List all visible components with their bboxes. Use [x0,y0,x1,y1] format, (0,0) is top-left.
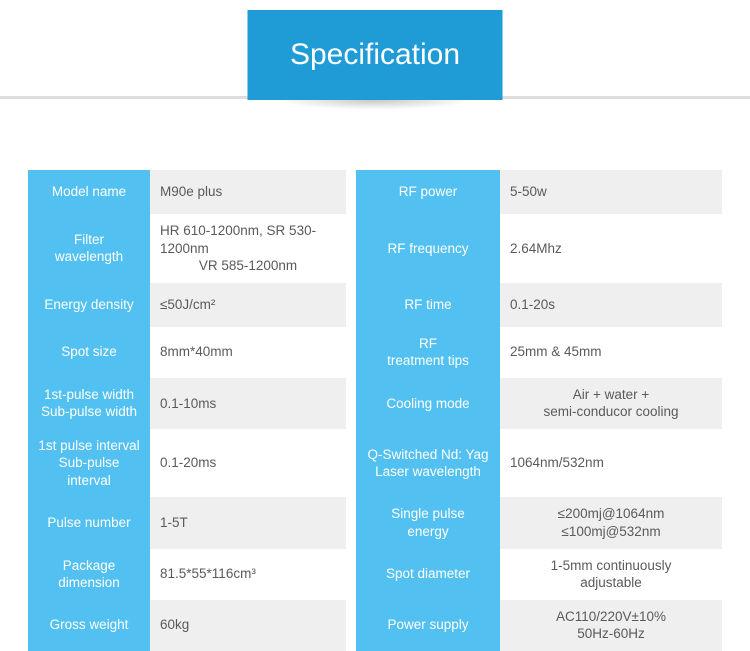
spec-label-right-4: Cooling mode [356,378,500,429]
spec-value-left-7: 81.5*55*116cm³ [150,549,346,600]
spec-value-right-3: 25mm & 45mm [500,327,722,378]
column-spacer [346,327,356,378]
spec-value-right-2: 0.1-20s [500,283,722,327]
spec-value-left-0: M90e plus [150,170,346,214]
page-title: Specification [290,38,460,72]
column-spacer [346,497,356,548]
spec-label-right-2: RF time [356,283,500,327]
column-spacer [346,549,356,600]
spec-value-right-0: 5-50w [500,170,722,214]
spec-value-left-2: ≤50J/cm² [150,283,346,327]
spec-label-left-7: Packagedimension [28,549,150,600]
spec-value-left-6: 1-5T [150,497,346,548]
spec-label-left-4: 1st-pulse widthSub-pulse width [28,378,150,429]
spec-value-left-5: 0.1-20ms [150,429,346,498]
column-spacer [346,429,356,498]
column-spacer [346,600,356,651]
header: Specification [0,0,750,140]
spec-label-left-1: Filterwavelength [28,214,150,283]
spec-label-left-5: 1st pulse intervalSub-pulse interval [28,429,150,498]
column-spacer [346,214,356,283]
spec-label-left-6: Pulse number [28,497,150,548]
spec-label-left-2: Energy density [28,283,150,327]
spec-value-right-1: 2.64Mhz [500,214,722,283]
page-title-tab: Specification [248,10,503,100]
spec-label-right-7: Spot diameter [356,549,500,600]
spec-value-right-5: 1064nm/532nm [500,429,722,498]
column-spacer [346,170,356,214]
spec-value-left-4: 0.1-10ms [150,378,346,429]
spec-label-left-0: Model name [28,170,150,214]
tab-shadow [248,100,503,118]
spec-value-right-8: AC110/220V±10%50Hz-60Hz [500,600,722,651]
spec-value-right-4: Air + water +semi-conducor cooling [500,378,722,429]
column-spacer [346,283,356,327]
spec-value-left-1: HR 610-1200nm, SR 530-1200nmVR 585-1200n… [150,214,346,283]
spec-label-right-1: RF frequency [356,214,500,283]
spec-value-right-6: ≤200mj@1064nm≤100mj@532nm [500,497,722,548]
spec-value-right-7: 1-5mm continuouslyadjustable [500,549,722,600]
spec-label-right-3: RFtreatment tips [356,327,500,378]
spec-label-right-0: RF power [356,170,500,214]
column-spacer [346,378,356,429]
spec-label-right-6: Single pulseenergy [356,497,500,548]
spec-table: Model nameM90e plusRF power5-50w Filterwa… [28,170,722,651]
spec-label-left-3: Spot size [28,327,150,378]
spec-label-right-8: Power supply [356,600,500,651]
spec-value-left-3: 8mm*40mm [150,327,346,378]
spec-table-wrap: Model nameM90e plusRF power5-50w Filterwa… [0,140,750,651]
spec-value-left-8: 60kg [150,600,346,651]
spec-label-left-8: Gross weight [28,600,150,651]
spec-label-right-5: Q-Switched Nd: YagLaser wavelength [356,429,500,498]
